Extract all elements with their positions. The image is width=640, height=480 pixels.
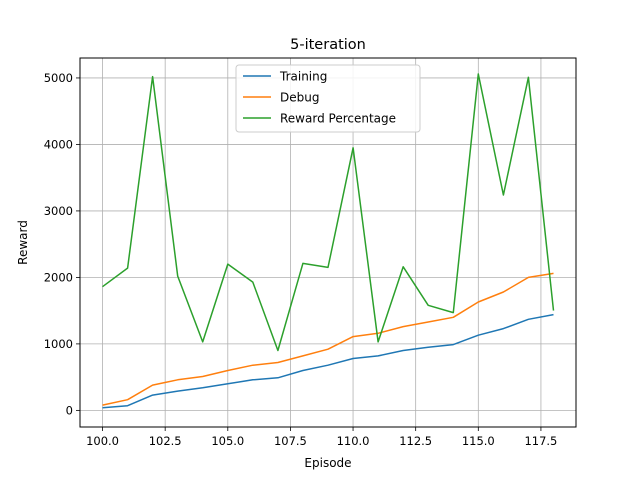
plot-frame	[79, 57, 577, 428]
x-tick-label: 107.5	[274, 434, 307, 448]
series-line-reward-percentage	[102, 73, 555, 352]
legend-label: Debug	[280, 91, 319, 105]
y-tick-label: 0	[66, 403, 73, 417]
x-tick-label: 102.5	[149, 434, 182, 448]
chart-title: 5-iteration	[290, 37, 366, 53]
x-tick-label: 100.0	[86, 434, 119, 448]
x-tick-label: 112.5	[399, 434, 432, 448]
series-lines	[102, 73, 555, 409]
y-tick-label: 3000	[44, 204, 73, 218]
x-tick-label: 115.0	[462, 434, 495, 448]
legend-box	[235, 64, 421, 133]
y-tick-label: 1000	[44, 337, 73, 351]
series-line-training	[102, 313, 554, 409]
axis-ticks: 100.0 102.5 105.0 107.5 110.0 112.5 115.0 117.5…	[44, 71, 558, 448]
series-line-debug	[102, 272, 554, 406]
legend-label: Training	[279, 70, 327, 84]
x-tick-label: 117.5	[524, 434, 557, 448]
legend-label: Reward Percentage	[280, 112, 396, 126]
x-tick-label: 110.0	[337, 434, 370, 448]
y-tick-label: 2000	[44, 270, 73, 284]
legend: Training Debug Reward Percentage	[235, 64, 421, 133]
x-tick-label: 105.0	[211, 434, 244, 448]
y-tick-label: 4000	[44, 137, 73, 151]
y-tick-label: 5000	[44, 71, 73, 85]
x-axis-label: Episode	[304, 456, 351, 470]
y-axis-label: Reward	[16, 220, 30, 265]
